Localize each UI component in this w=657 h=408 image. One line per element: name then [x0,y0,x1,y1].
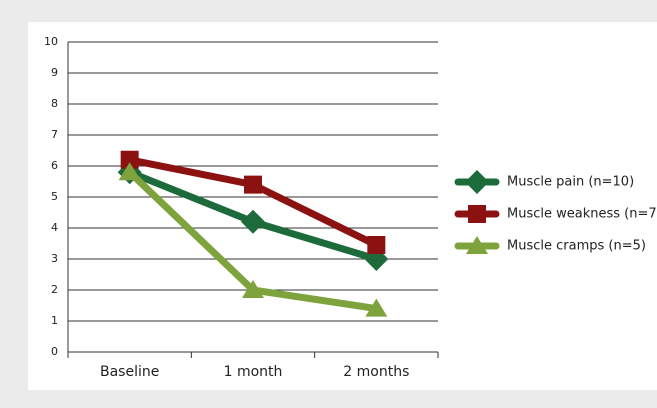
y-tick-label: 0 [51,345,58,358]
y-tick-label: 7 [51,128,58,141]
legend-marker [468,205,486,223]
x-tick-label: 1 month [224,364,283,380]
y-tick-label: 3 [51,252,58,265]
y-tick-label: 1 [51,314,58,327]
y-tick-label: 4 [51,221,58,234]
point [365,298,388,317]
legend-marker [466,236,488,254]
legend-marker [465,170,489,194]
point [241,209,265,234]
legend-label: Muscle cramps (n=5) [507,239,646,254]
legend-label: Muscle pain (n=10) [507,175,634,190]
legend-label: Muscle weakness (n=7) [507,207,657,222]
y-tick-label: 8 [51,97,58,110]
y-tick-label: 10 [44,35,58,48]
x-tick-label: 2 months [343,364,409,380]
y-tick-label: 9 [51,66,58,79]
x-tick-label: Baseline [100,364,159,380]
point [118,162,141,181]
y-tick-label: 5 [51,190,58,203]
point [120,150,139,169]
point [242,280,264,298]
point [244,175,262,194]
y-tick-label: 6 [51,159,58,172]
panel [28,22,657,390]
y-tick-label: 2 [51,283,58,296]
point [367,236,386,255]
